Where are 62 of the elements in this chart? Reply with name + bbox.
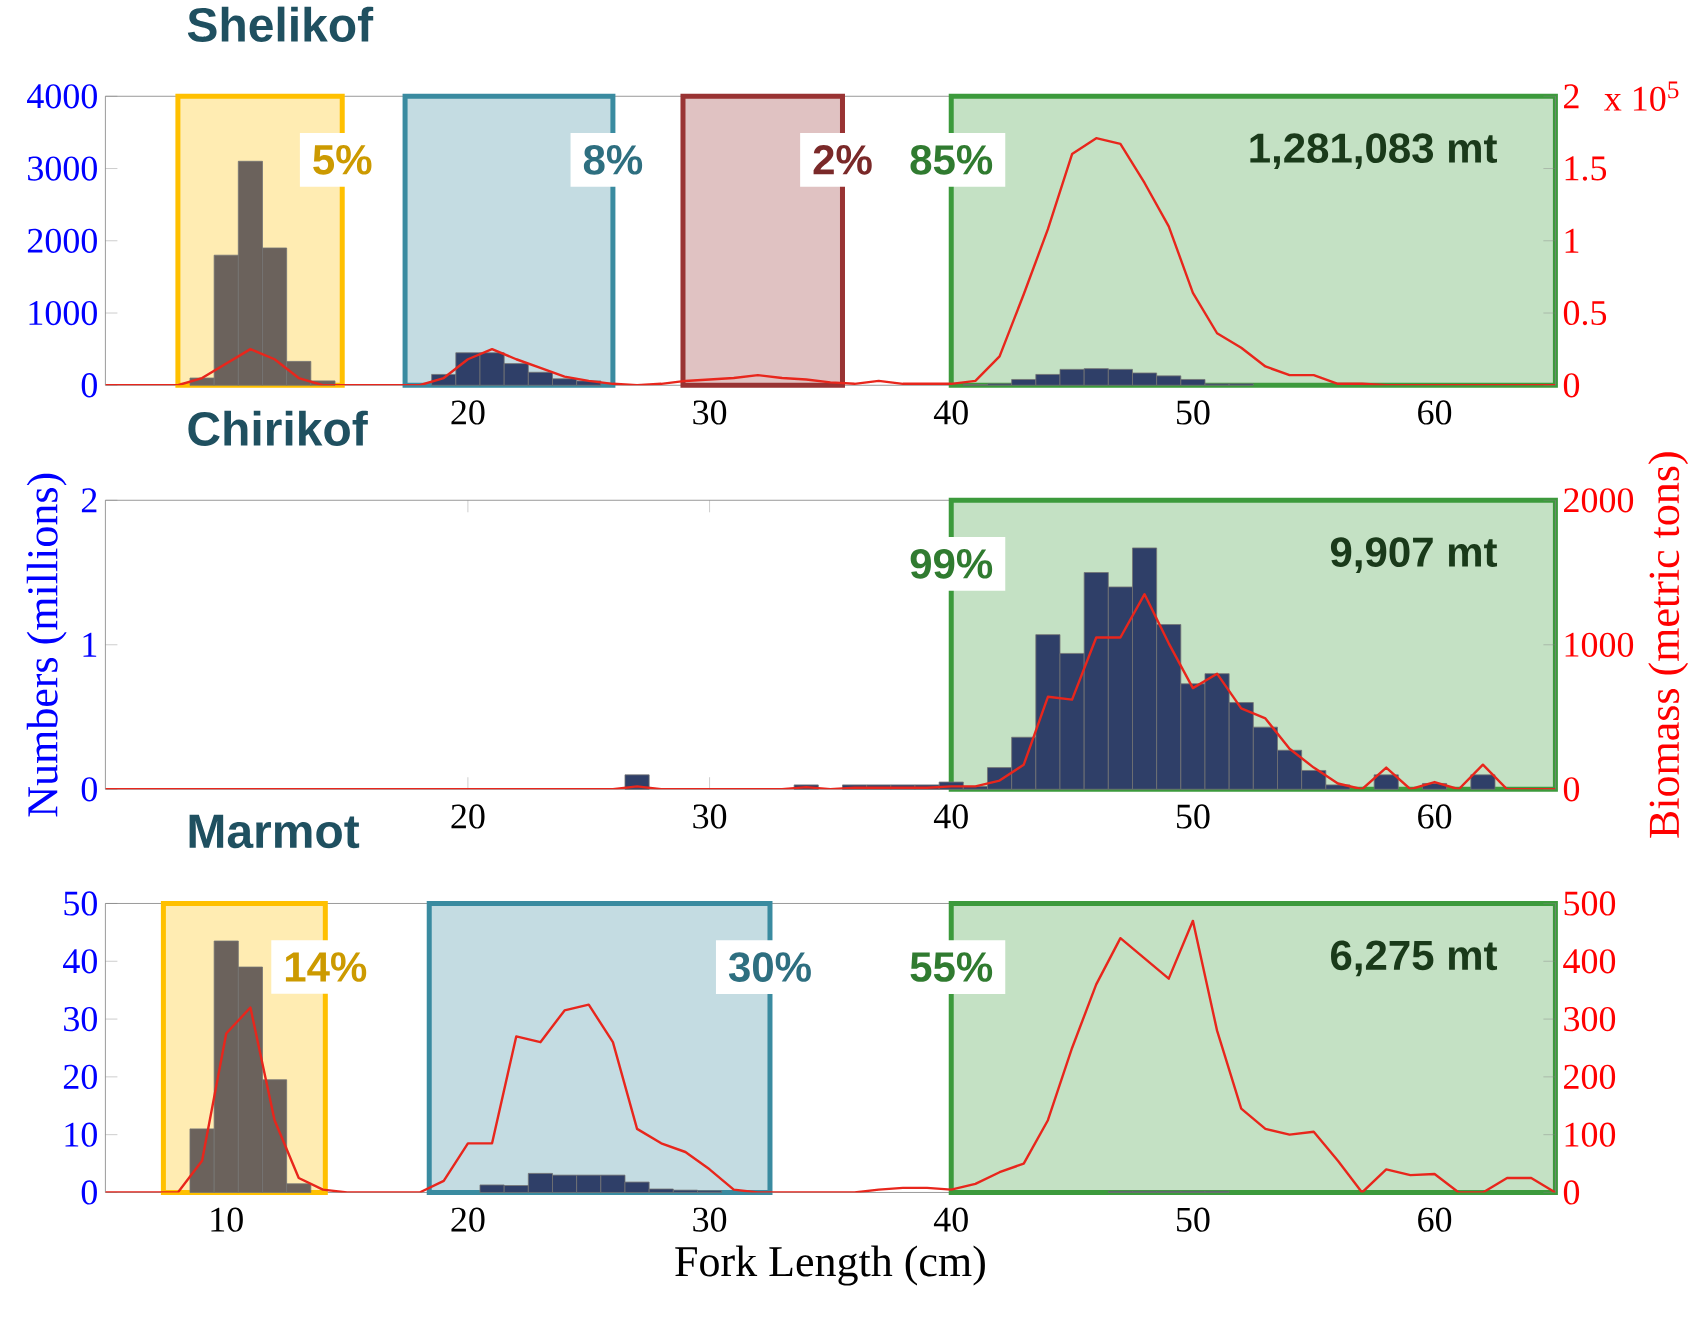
y2-tick-label: 500	[1564, 891, 1616, 916]
x-tick-label: 50	[1177, 400, 1210, 425]
x-tick-label: 20	[451, 1207, 485, 1232]
y-tick-label: 1000	[29, 300, 97, 326]
x-tick-label: 60	[1418, 1207, 1452, 1232]
band-label: 55%	[910, 952, 993, 982]
x-tick-label: 60	[1418, 804, 1452, 829]
y2-tick-label: 0	[1563, 777, 1580, 802]
chart-title: Marmot	[189, 814, 360, 849]
x-tick-label: 20	[451, 804, 485, 829]
x-axis-title: Fork Length (cm)	[675, 1245, 985, 1286]
y2-tick-label: 400	[1563, 949, 1616, 974]
band-label: 5%	[313, 144, 372, 175]
y2-tick-label: 0	[1563, 373, 1580, 398]
x-tick-label: 30	[693, 400, 727, 425]
y-tick-label: 4000	[27, 84, 97, 109]
x-tick-label: 40	[933, 400, 968, 425]
y-tick-label: 2000	[27, 228, 97, 253]
band-label: 30%	[728, 952, 811, 982]
y-tick-label: 0	[81, 777, 97, 802]
annotation: 9,907 mt	[1330, 537, 1498, 573]
text: x 10$^{5}$	[1604, 81, 1679, 111]
y2-tick-label: 200	[1564, 1064, 1616, 1089]
y-tick-label: 40	[63, 949, 97, 974]
x-tick-label: 20	[451, 400, 485, 425]
y-tick-label: 10	[65, 1122, 97, 1147]
y-axis-title: Numbers (millions)	[26, 473, 67, 817]
y-tick-label: 3000	[28, 156, 97, 181]
band-label: 99%	[910, 548, 993, 579]
y-tick-label: 20	[63, 1064, 97, 1089]
y-tick-label: 0	[81, 1180, 97, 1205]
x-tick-label: 50	[1177, 1207, 1210, 1232]
y2-axis-title: Biomass (metric tons)	[1648, 452, 1689, 838]
band-label: 2%	[813, 144, 872, 175]
y2-tick-label: 300	[1564, 1006, 1616, 1032]
annotation: 1,281,083 mt	[1250, 133, 1498, 169]
band-label: 14%	[285, 952, 367, 982]
y-tick-label: 0	[81, 373, 97, 398]
x-tick-label: 10	[211, 1207, 243, 1232]
y2-tick-label: 1	[1565, 228, 1579, 253]
chart-title: Chirikof	[188, 410, 368, 446]
band-label: 8%	[583, 144, 643, 175]
y2-tick-label: 2000	[1564, 488, 1634, 513]
x-tick-label: 30	[693, 1207, 727, 1232]
band-label: 85%	[910, 144, 993, 175]
y2-tick-label: 0	[1563, 1180, 1580, 1205]
x-tick-label: 60	[1418, 400, 1452, 425]
x-tick-label: 40	[933, 1207, 968, 1232]
x-tick-label: 50	[1177, 804, 1210, 829]
chart-title: Shelikof	[187, 6, 374, 42]
y-tick-label: 50	[64, 891, 97, 916]
y2-tick-label: 100	[1565, 1122, 1616, 1147]
y2-tick-label: 0.5	[1563, 300, 1607, 326]
y-tick-label: 30	[64, 1006, 97, 1032]
y2-tick-label: 1.5	[1565, 156, 1607, 181]
y2-tick-label: 1000	[1565, 632, 1634, 657]
y2-tick-label: 2	[1564, 84, 1579, 109]
y-tick-label: 2	[81, 488, 97, 513]
x-tick-label: 40	[933, 804, 968, 829]
x-tick-label: 30	[693, 804, 727, 829]
annotation: 6,275 mt	[1331, 940, 1498, 977]
y-tick-label: 1	[83, 632, 97, 657]
